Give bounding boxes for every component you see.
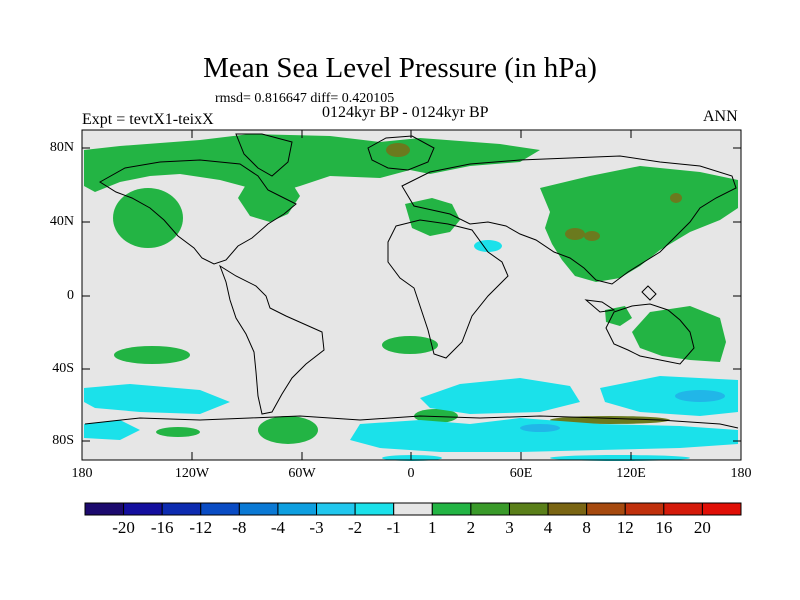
y-tick-label: 40N [49, 214, 74, 229]
season-label: ANN [703, 108, 738, 125]
y-axis-ticks [82, 147, 741, 442]
colorbar-box [123, 502, 163, 516]
strong-negative-patches [520, 390, 725, 432]
x-tick-label: 180 [71, 466, 93, 481]
colorbar-label: 12 [616, 518, 634, 537]
x-tick-label: 60E [509, 466, 533, 481]
colorbar-box [161, 502, 202, 516]
y-tick-label: 80N [49, 140, 74, 155]
colorbar-label: 4 [543, 518, 553, 537]
map-title: Mean Sea Level Pressure (in hPa) [203, 52, 597, 84]
colorbar-box [508, 502, 549, 516]
colorbar-box [316, 502, 356, 516]
colorbar-box [238, 502, 279, 516]
colorbar-box [431, 502, 472, 516]
colorbar-label: -4 [270, 518, 286, 537]
colorbar-box [663, 502, 703, 516]
x-tick-label: 120E [616, 466, 646, 481]
colorbar-box [624, 502, 665, 516]
statistics-label: rmsd= 0.816647 diff= 0.420105 [215, 91, 395, 106]
y-tick-label: 80S [52, 433, 74, 448]
experiment-label: Expt = tevtX1-teixX [82, 111, 214, 128]
colorbar-label: 8 [582, 518, 591, 537]
colorbar-label: -16 [150, 518, 174, 537]
negative-anomaly-regions [84, 240, 738, 461]
colorbar-box [586, 502, 626, 516]
period-label: 0124kyr BP - 0124kyr BP [322, 104, 489, 121]
x-tick-label: 0 [407, 466, 415, 481]
colorbar-box [547, 502, 588, 516]
colorbar-label: -20 [112, 518, 135, 537]
colorbar-label: 20 [693, 518, 711, 537]
colorbar-box [200, 502, 240, 516]
colorbar-boxes [84, 502, 742, 516]
colorbar-label: 3 [505, 518, 514, 537]
x-tick-label: 120W [174, 466, 210, 481]
colorbar-label: 1 [428, 518, 437, 537]
colorbar-box [470, 502, 510, 516]
colorbar-box [277, 502, 318, 516]
x-axis-ticks [191, 130, 632, 460]
x-tick-label: 180 [730, 466, 752, 481]
colorbar-label: 16 [655, 518, 673, 537]
colorbar-label: -3 [309, 518, 324, 537]
colorbar-box [701, 502, 742, 516]
y-tick-label: 0 [67, 288, 74, 303]
continent-outlines [84, 133, 739, 429]
colorbar-box [354, 502, 395, 516]
colorbar-label: -8 [232, 518, 247, 537]
x-tick-label: 60W [288, 466, 316, 481]
colorbar-box [84, 502, 125, 516]
colorbar-label: 2 [466, 518, 476, 537]
colorbar-label: -12 [189, 518, 213, 537]
colorbar-label: -1 [386, 518, 401, 537]
colorbar-label: -2 [348, 518, 363, 537]
colorbar-box [393, 502, 433, 516]
y-tick-label: 40S [52, 361, 74, 376]
strong-positive-patches [386, 143, 682, 424]
